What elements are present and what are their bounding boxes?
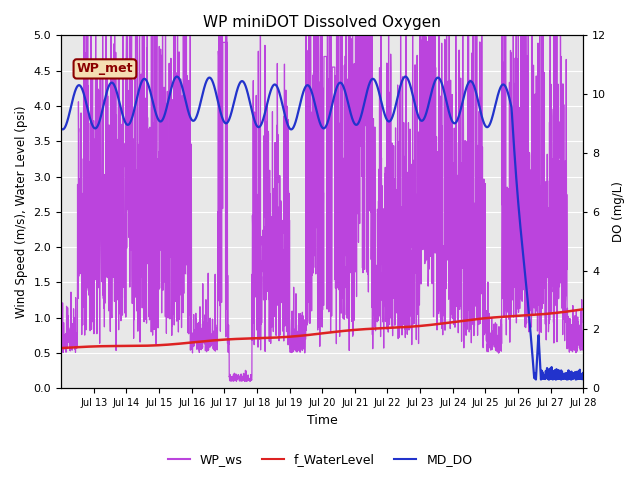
- Y-axis label: Wind Speed (m/s), Water Level (psi): Wind Speed (m/s), Water Level (psi): [15, 106, 28, 318]
- Text: WP_met: WP_met: [77, 62, 133, 75]
- Legend: WP_ws, f_WaterLevel, MD_DO: WP_ws, f_WaterLevel, MD_DO: [163, 448, 477, 471]
- Title: WP miniDOT Dissolved Oxygen: WP miniDOT Dissolved Oxygen: [204, 15, 441, 30]
- Y-axis label: DO (mg/L): DO (mg/L): [612, 181, 625, 242]
- X-axis label: Time: Time: [307, 414, 337, 427]
